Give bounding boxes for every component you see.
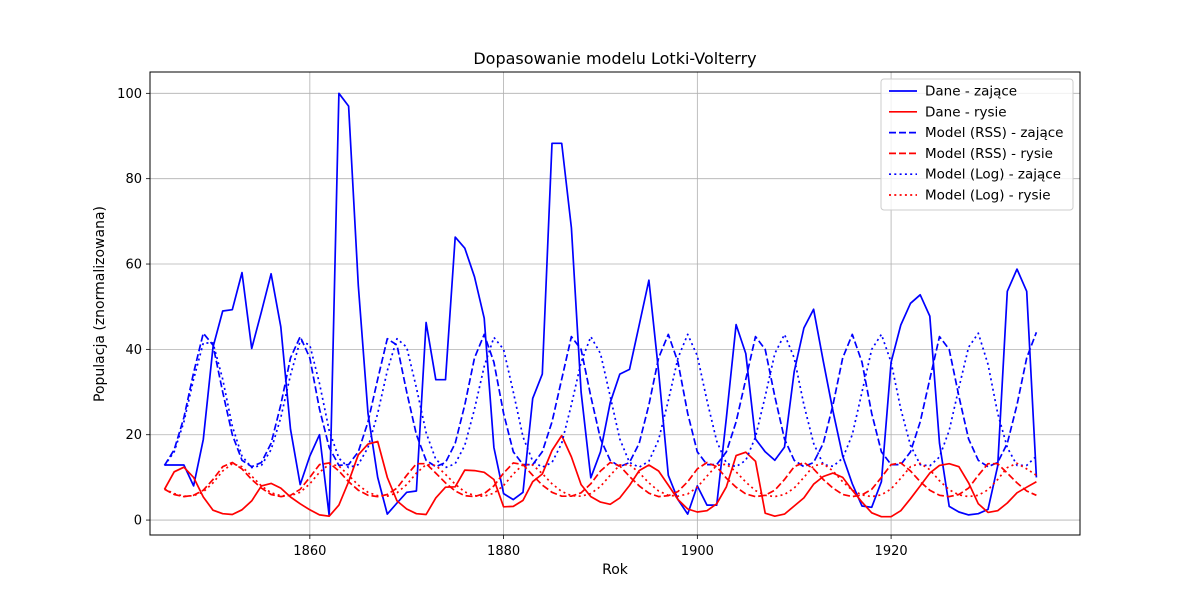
x-tick-label: 1880 (487, 544, 520, 559)
series-line-1 (164, 92, 1038, 517)
x-axis-label: Rok (602, 562, 629, 578)
x-axis: 1860 1880 1900 1920 (293, 535, 908, 559)
series-line-2 (163, 434, 1037, 518)
legend-label: Model (RSS) - zające (925, 125, 1063, 141)
y-tick-label: 0 (134, 514, 142, 529)
legend-label: Model (Log) - zające (925, 167, 1061, 183)
legend-label: Model (Log) - rysie (925, 188, 1051, 204)
y-tick-label: 80 (125, 172, 142, 187)
y-tick-label: 100 (117, 87, 142, 102)
y-tick-label: 60 (125, 258, 142, 273)
y-axis-label: Populacja (znormalizowana) (92, 206, 108, 402)
plot-frame (149, 71, 1081, 536)
x-tick-label: 1920 (875, 544, 908, 559)
x-tick-label: 1860 (293, 544, 326, 559)
chart-title: Dopasowanie modelu Lotki-Volterry (473, 49, 756, 68)
legend-label: Dane - zające (925, 84, 1017, 100)
y-axis: 0 20 40 60 80 100 (117, 87, 150, 529)
legend-label: Dane - rysie (925, 104, 1007, 120)
x-tick-label: 1900 (681, 544, 714, 559)
series-line-4 (164, 461, 1037, 498)
series-line-3 (163, 331, 1038, 468)
plot-series (163, 92, 1038, 518)
legend: Dane - zające Dane - rysie Model (RSS) - z… (880, 78, 1074, 211)
y-tick-label: 40 (125, 343, 142, 358)
legend-box (880, 78, 1074, 211)
legend-label: Model (RSS) - rysie (925, 146, 1053, 162)
y-tick-label: 20 (125, 428, 142, 443)
